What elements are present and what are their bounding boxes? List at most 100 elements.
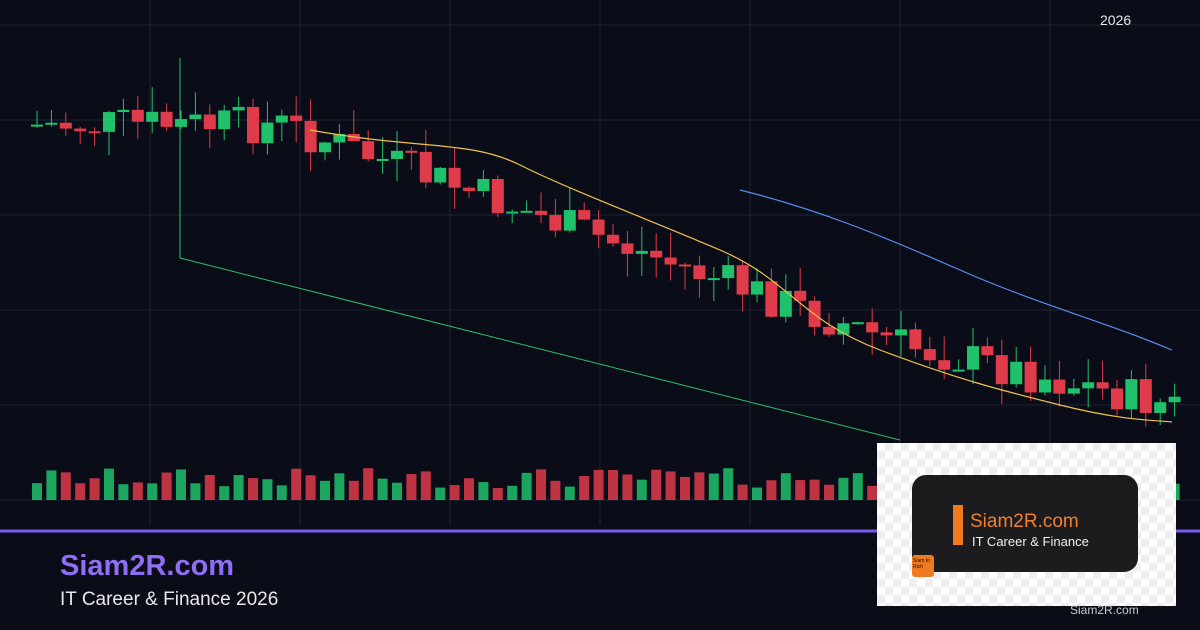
volume-bar (824, 484, 834, 500)
candle-body (1168, 396, 1181, 403)
candle-body (74, 128, 87, 132)
watermark: Siam2R.com (1070, 603, 1139, 617)
volume-bar (46, 470, 57, 500)
candle-body (664, 257, 677, 265)
candle-body (290, 115, 303, 121)
candle-body (520, 210, 533, 213)
candle-body (131, 109, 144, 122)
volume-bar (104, 468, 114, 500)
candle-body (823, 326, 835, 335)
volume-bar (161, 472, 172, 500)
volume-bar (521, 472, 532, 500)
candle-body (880, 332, 893, 336)
volume-bar (334, 473, 345, 500)
candle-body (419, 151, 432, 183)
candle-body (621, 243, 634, 254)
candle-body (967, 346, 979, 370)
volume-bar (291, 468, 302, 500)
volume-bar (550, 480, 561, 500)
candle-body (1067, 388, 1080, 394)
candle-body (1154, 402, 1167, 413)
candle-body (693, 265, 706, 279)
volume-bar (622, 474, 633, 500)
logo-brand: Siam2R.com (970, 511, 1079, 532)
volume-bar (795, 480, 806, 500)
candle-body (117, 109, 130, 113)
volume-bar (492, 487, 503, 500)
volume-bar (118, 484, 129, 500)
candle-body (333, 134, 346, 143)
volume-bar (651, 469, 662, 500)
volume-bar (204, 474, 215, 500)
volume-bar (276, 485, 287, 500)
volume-bar (348, 480, 359, 500)
volume-bar (60, 472, 71, 500)
year-label: 2026 (1100, 12, 1132, 28)
candle-body (45, 122, 58, 125)
candle-body (736, 265, 749, 295)
candle-body (506, 211, 519, 214)
logo-bar (953, 505, 963, 545)
candle-body (592, 219, 605, 235)
candle-body (59, 122, 72, 129)
volume-bar (507, 485, 518, 500)
volume-bar (233, 475, 244, 500)
tagline: IT Career & Finance 2026 (60, 589, 279, 610)
candle-body (434, 167, 447, 183)
volume-bar (636, 479, 647, 500)
volume-bar (579, 475, 590, 500)
candle-body (88, 131, 101, 134)
volume-bar (464, 478, 474, 500)
candle-body (1096, 382, 1109, 389)
volume-bar (262, 479, 273, 500)
candle-body (463, 187, 475, 192)
candle-body (477, 178, 490, 192)
candle-body (578, 210, 591, 220)
volume-bar (708, 473, 719, 500)
candle-body (175, 119, 187, 127)
candle-body (895, 329, 907, 336)
volume-bar (32, 483, 42, 500)
volume-bar (89, 478, 100, 500)
brand: Siam2R.com (60, 550, 235, 582)
volume-bar (752, 487, 762, 500)
candle-body (794, 290, 807, 301)
candle-body (160, 111, 173, 127)
candle-body (491, 178, 504, 214)
candle-body (376, 158, 389, 161)
volume-bar (363, 468, 374, 500)
volume-bar (190, 483, 201, 500)
candle-body (347, 134, 360, 142)
volume-bar (737, 484, 748, 500)
candle-body (909, 329, 922, 350)
candle-body (866, 322, 879, 333)
candle-body (362, 141, 375, 160)
volume-bar (219, 486, 230, 500)
logo-card: Siam2R.com IT Career & Finance (912, 475, 1138, 572)
candle-body (247, 106, 259, 144)
candle-body (650, 250, 663, 258)
candle-body (448, 167, 461, 188)
volume-bar (406, 474, 417, 500)
candle-body (779, 290, 792, 317)
candle-body (319, 142, 331, 153)
candle-body (405, 150, 418, 153)
candle-body (218, 110, 231, 130)
volume-bar (809, 479, 820, 500)
candle-body (995, 355, 1008, 385)
volume-bar (608, 470, 618, 500)
volume-bar (248, 478, 258, 500)
candle-body (1053, 379, 1066, 394)
candle-body (275, 115, 288, 123)
candle-body (607, 234, 619, 244)
candle-body (707, 278, 720, 281)
candle-body (981, 346, 994, 356)
volume-bar (147, 483, 158, 500)
candle-body (203, 114, 216, 130)
volume-bar (305, 475, 316, 500)
volume-bar (132, 482, 143, 500)
candle-body (751, 281, 763, 295)
volume-bar (867, 485, 878, 500)
candle-body (391, 150, 403, 159)
volume-bar (665, 471, 676, 500)
